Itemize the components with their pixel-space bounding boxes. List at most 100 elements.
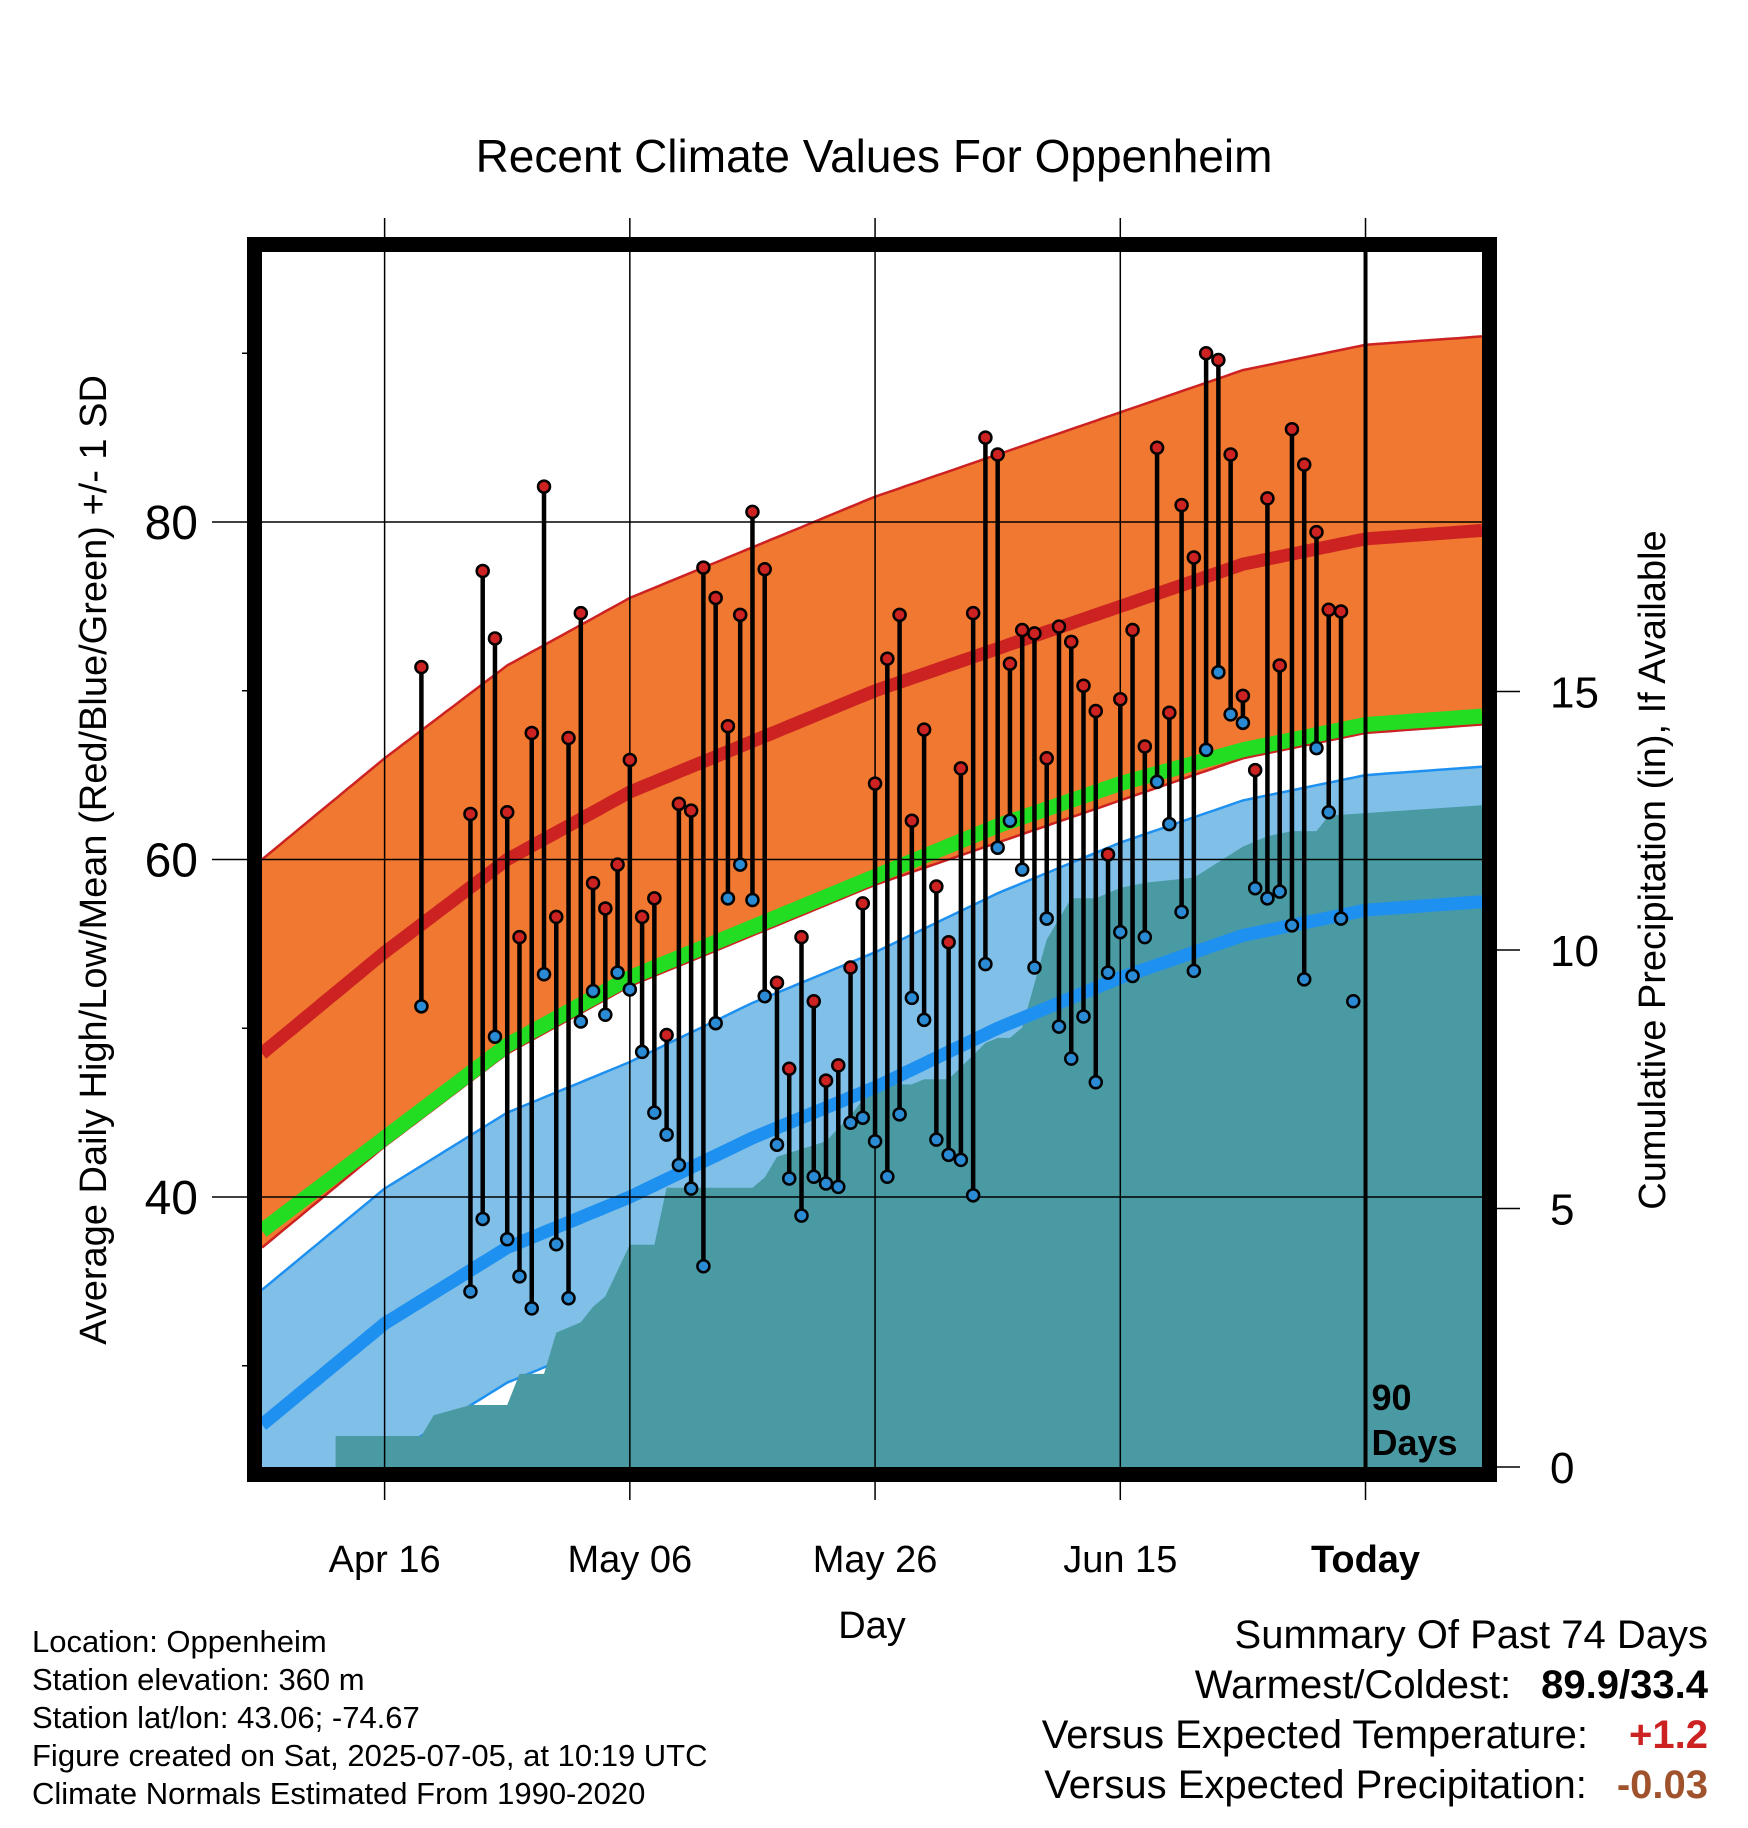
daily-high-point xyxy=(745,504,760,520)
y-axis-label-left: Average Daily High/Low/Mean (Red/Blue/Gr… xyxy=(73,375,115,1345)
daily-high-point xyxy=(1186,550,1202,565)
daily-high-point xyxy=(683,803,699,818)
daily-low-point xyxy=(745,892,760,908)
daily-low-point xyxy=(794,1208,809,1223)
daily-low-point xyxy=(978,956,993,972)
daily-high-point xyxy=(585,875,601,891)
daily-low-point xyxy=(1125,968,1140,984)
summary-panel: Summary Of Past 74 Days Warmest/Coldest:… xyxy=(908,1610,1708,1810)
days-label-text: Days xyxy=(1372,1422,1458,1463)
temp-tick-label: 60 xyxy=(145,835,198,888)
daily-low-point xyxy=(831,1179,846,1195)
daily-low-point xyxy=(463,1284,478,1299)
daily-high-point xyxy=(414,659,429,675)
daily-low-point xyxy=(806,1169,822,1184)
warmest-coldest-label: Warmest/Coldest: xyxy=(1194,1663,1512,1707)
daily-high-point xyxy=(953,761,969,776)
precip-tick-label: 15 xyxy=(1550,668,1599,717)
daily-high-point xyxy=(634,909,650,925)
high-normal-line xyxy=(262,523,1482,1059)
daily-low-point xyxy=(475,1211,490,1227)
daily-high-point xyxy=(1162,705,1177,720)
daily-low-point xyxy=(549,1237,564,1252)
daily-low-point xyxy=(941,1147,956,1163)
daily-high-point xyxy=(487,631,503,646)
daily-low-point xyxy=(892,1107,907,1122)
daily-high-point xyxy=(843,960,858,975)
daily-low-point xyxy=(1333,911,1349,926)
temp-label: Versus Expected Temperature: xyxy=(1041,1713,1588,1757)
precip-tick-label: 10 xyxy=(1550,927,1599,976)
daily-low-point xyxy=(536,967,552,982)
daily-low-point xyxy=(683,1181,699,1196)
latlon-text: Station lat/lon: 43.06; -74.67 xyxy=(32,1700,420,1735)
daily-high-point xyxy=(904,813,920,828)
daily-high-point xyxy=(990,447,1005,462)
daily-low-point xyxy=(904,990,920,1006)
daily-high-point xyxy=(720,718,736,734)
daily-high-point xyxy=(781,1061,797,1076)
x-tick-label: Jun 15 xyxy=(1063,1539,1177,1581)
daily-low-point xyxy=(990,840,1005,855)
daily-low-point xyxy=(1051,1019,1067,1034)
daily-high-point xyxy=(757,562,772,577)
daily-high-point xyxy=(941,934,956,950)
daily-high-point xyxy=(536,479,552,494)
daily-low-point xyxy=(598,1007,613,1022)
daily-high-point xyxy=(1309,524,1324,540)
daily-low-point xyxy=(524,1301,539,1316)
daily-low-point xyxy=(867,1134,883,1149)
daily-low-point xyxy=(1260,891,1275,906)
chart-title: Recent Climate Values For Oppenheim xyxy=(476,130,1273,182)
temp-value: +1.2 xyxy=(1629,1713,1708,1757)
daily-high-point xyxy=(598,901,613,916)
daily-low-point xyxy=(781,1171,797,1186)
daily-high-point xyxy=(867,776,883,791)
daily-low-point xyxy=(1186,963,1202,979)
daily-low-point xyxy=(1100,965,1116,980)
daily-low-point xyxy=(1014,862,1030,877)
daily-high-point xyxy=(1002,656,1018,671)
daily-low-point xyxy=(499,1231,515,1247)
daily-low-point xyxy=(757,988,772,1004)
summary-title: Summary Of Past 74 Days xyxy=(908,1610,1708,1660)
daily-low-point xyxy=(585,983,601,999)
daily-high-point xyxy=(1223,447,1238,462)
daily-high-point xyxy=(1321,602,1336,617)
x-tick-label: Apr 16 xyxy=(329,1539,441,1581)
x-axis-label: Day xyxy=(838,1605,906,1647)
daily-low-point xyxy=(953,1152,969,1168)
daily-low-point xyxy=(573,1014,589,1029)
daily-high-point xyxy=(1296,457,1312,472)
daily-high-point xyxy=(622,752,638,768)
daily-high-point xyxy=(1333,604,1349,619)
precip-label: Versus Expected Precipitation: xyxy=(1044,1763,1587,1807)
daily-high-point xyxy=(965,605,981,621)
daily-low-point xyxy=(1149,774,1165,790)
daily-high-point xyxy=(499,805,515,820)
daily-low-point xyxy=(1309,740,1324,756)
summary-precip-row: Versus Expected Precipitation: -0.03 xyxy=(908,1760,1708,1810)
daily-high-point xyxy=(1198,346,1214,361)
daily-high-point xyxy=(1149,440,1165,455)
daily-low-point xyxy=(769,1137,785,1152)
daily-low-point xyxy=(696,1258,711,1274)
daily-low-point xyxy=(1113,924,1128,940)
daily-high-point xyxy=(610,857,625,872)
daily-low-point xyxy=(512,1269,527,1284)
warmest-coldest-value: 89.9/33.4 xyxy=(1541,1663,1708,1707)
daily-high-point xyxy=(475,563,490,579)
low-normal-line xyxy=(262,895,1482,1430)
daily-low-point xyxy=(622,982,638,997)
daily-high-point xyxy=(696,560,711,575)
daily-low-point xyxy=(610,965,625,980)
precip-tick-label: 0 xyxy=(1550,1444,1574,1493)
daily-low-point xyxy=(916,1012,932,1028)
daily-low-point xyxy=(720,891,736,906)
elevation-text: Station elevation: 360 m xyxy=(32,1662,365,1697)
daily-high-point xyxy=(732,607,748,623)
precip-value: -0.03 xyxy=(1616,1763,1708,1807)
daily-low-point xyxy=(1063,1051,1079,1066)
daily-low-point xyxy=(1321,805,1336,820)
